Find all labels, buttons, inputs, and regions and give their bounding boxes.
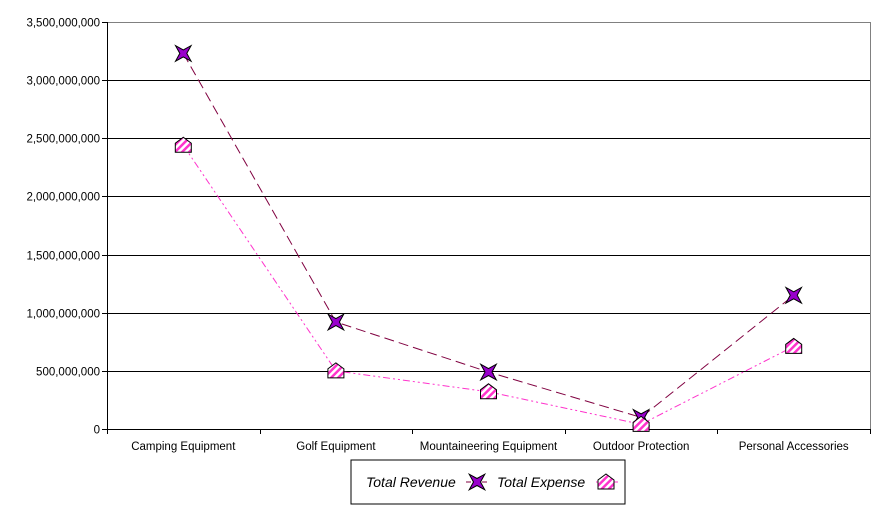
x-tick-label: Golf Equipment xyxy=(296,441,376,453)
data-point-total-expense xyxy=(632,415,650,432)
legend-marker-total-expense xyxy=(596,473,618,490)
data-point-total-revenue xyxy=(784,286,803,305)
legend-star-marker xyxy=(467,472,487,492)
legend-label-total-expense: Total Expense xyxy=(497,474,585,490)
data-point-total-expense xyxy=(785,337,803,354)
y-tick-label: 2,500,000,000 xyxy=(26,134,100,146)
y-axis-tick-labels: 0 500,000,000 1,000,000,000 1,500,000,000 2,… xyxy=(26,18,100,437)
y-tick-label: 0 xyxy=(94,425,100,437)
legend-box xyxy=(350,459,626,505)
gridlines xyxy=(107,22,870,430)
y-tick-label: 3,000,000,000 xyxy=(26,76,100,88)
series-markers xyxy=(174,44,803,432)
x-axis-tick-labels: Camping Equipment Golf Equipment Mountaine… xyxy=(131,441,849,453)
y-tick-label: 2,000,000,000 xyxy=(26,192,100,204)
y-tick-label: 3,500,000,000 xyxy=(26,18,100,30)
data-point-total-revenue xyxy=(326,312,345,332)
legend-marker-total-revenue xyxy=(466,472,488,492)
legend-label-total-revenue: Total Revenue xyxy=(366,474,456,490)
y-tick-label: 1,000,000,000 xyxy=(26,309,100,321)
series-line-total-expense xyxy=(182,145,794,425)
data-point-total-revenue xyxy=(174,44,193,63)
x-tick-label: Outdoor Protection xyxy=(593,441,690,453)
x-tick-label: Personal Accessories xyxy=(739,441,849,453)
legend-pentagon-marker xyxy=(597,473,615,490)
y-tick-label: 500,000,000 xyxy=(36,367,100,379)
series-line-total-revenue xyxy=(182,53,795,418)
x-tick-label: Camping Equipment xyxy=(131,441,236,453)
legend: Total Revenue Total Expense xyxy=(350,459,626,505)
x-tick-label: Mountaineering Equipment xyxy=(420,441,558,453)
data-point-total-expense xyxy=(480,383,497,400)
axes xyxy=(102,22,871,434)
data-point-total-expense xyxy=(174,136,192,153)
data-point-total-revenue xyxy=(479,362,498,382)
data-point-total-expense xyxy=(327,362,345,379)
y-tick-label: 1,500,000,000 xyxy=(26,251,100,263)
